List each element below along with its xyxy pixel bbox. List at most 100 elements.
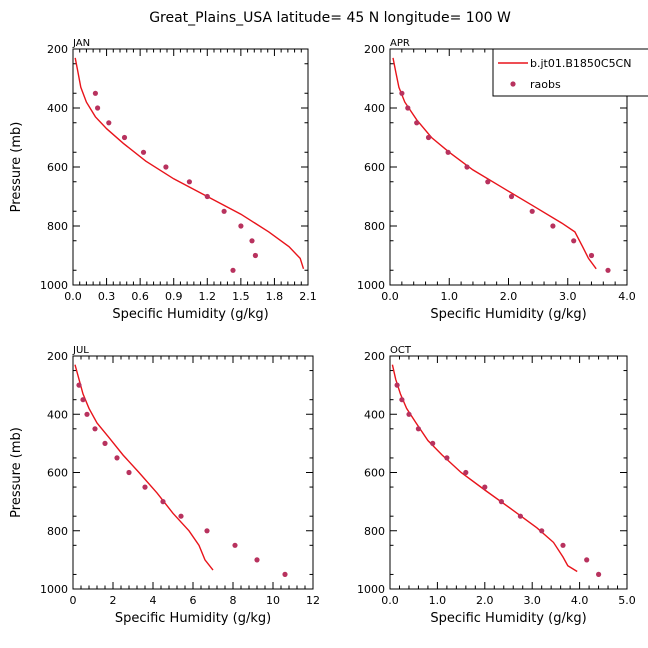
raobs-point [482, 484, 488, 490]
panel-jul: 0 2 4 6 8 10 12 200 400 600 800 1000 JUL Specific Hum… [9, 345, 320, 626]
raobs-point [399, 397, 405, 403]
raobs-point [560, 542, 566, 548]
raobs-point [529, 208, 535, 214]
y-tick-label: 800 [47, 220, 68, 233]
x-tick-label: 10 [266, 594, 280, 607]
raobs-point [571, 238, 577, 244]
raobs-point [178, 513, 184, 519]
y-tick-label: 1000 [357, 583, 385, 596]
raobs-point [254, 557, 260, 563]
x-tick-label: 1.8 [266, 290, 284, 303]
panel-jan: 0.0 0.3 0.6 0.9 1.2 1.5 1.8 2.1 200 400 600 800 1000… [9, 38, 317, 322]
raobs-point [140, 149, 147, 155]
raobs-point [584, 557, 590, 563]
raobs-point [95, 105, 101, 111]
raobs-point [160, 499, 166, 505]
raobs-point [282, 571, 288, 578]
x-tick-label: 12 [306, 594, 320, 607]
raobs-point [102, 440, 108, 446]
raobs-point [406, 411, 412, 417]
y-tick-label: 1000 [40, 583, 68, 596]
x-tick-label: 1.0 [441, 290, 459, 303]
legend-label-model: b.jt01.B1850C5CN [530, 57, 631, 70]
x-tick-label: 0.0 [381, 594, 399, 607]
panel-month-label: JUL [72, 345, 89, 356]
y-tick-label: 200 [364, 350, 385, 363]
y-tick-label: 400 [364, 408, 385, 421]
panel-month-label: APR [390, 38, 410, 49]
raobs-point [186, 179, 192, 185]
raobs-point [405, 105, 411, 111]
y-tick-label: 400 [47, 102, 68, 115]
raobs-point [106, 120, 112, 126]
x-tick-label: 6 [190, 594, 197, 607]
x-tick-label: 3.0 [523, 594, 541, 607]
x-tick-label: 0.6 [131, 290, 149, 303]
x-tick-label: 0.3 [98, 290, 116, 303]
x-axis-label: Specific Humidity (g/kg) [430, 307, 586, 322]
x-tick-label: 5.0 [618, 594, 636, 607]
y-tick-label: 400 [47, 408, 68, 421]
panel-month-label: JAN [72, 38, 90, 49]
x-tick-label: 2 [110, 594, 117, 607]
x-tick-label: 1.0 [429, 594, 447, 607]
x-tick-label: 1.5 [232, 290, 250, 303]
x-tick-label: 8 [230, 594, 237, 607]
raobs-point [399, 90, 405, 96]
raobs-point [539, 528, 545, 534]
plot-frame [72, 355, 314, 590]
model-profile-line [391, 364, 578, 573]
x-tick-label: 0 [70, 594, 77, 607]
raobs-point [126, 469, 132, 476]
x-axis-label: Specific Humidity (g/kg) [115, 611, 271, 626]
raobs-point [464, 164, 470, 170]
raobs-point [142, 484, 148, 490]
raobs-point [430, 440, 436, 446]
raobs-point [114, 455, 120, 461]
raobs-point [485, 179, 491, 185]
raobs-point [463, 469, 469, 476]
panels-group: 0.0 0.3 0.6 0.9 1.2 1.5 1.8 2.12004006008001000… [9, 38, 636, 626]
raobs-point [498, 499, 504, 505]
raobs-point [221, 208, 227, 214]
y-tick-label: 600 [364, 467, 385, 480]
y-axis-label: Pressure (mb) [9, 427, 24, 518]
x-tick-label: 4.0 [618, 290, 636, 303]
raobs-point [163, 164, 169, 170]
x-tick-label: 0.0 [64, 290, 82, 303]
y-tick-label: 600 [47, 161, 68, 174]
raobs-point [232, 542, 238, 548]
raobs-point [394, 382, 400, 388]
y-tick-label: 800 [364, 220, 385, 233]
legend-label-raobs: raobs [530, 78, 561, 91]
model-profile-line [74, 57, 305, 270]
raobs-point [605, 267, 611, 273]
raobs-point [80, 397, 86, 403]
raobs-point [249, 238, 255, 244]
y-tick-label: 600 [47, 467, 68, 480]
raobs-point [444, 455, 450, 461]
y-tick-label: 1000 [40, 279, 68, 292]
raobs-point [230, 267, 236, 273]
plot-frame [389, 355, 628, 590]
raobs-point [252, 252, 258, 259]
raobs-point [508, 193, 515, 200]
raobs-point [596, 571, 602, 578]
legend-point-swatch [510, 81, 516, 87]
y-tick-label: 200 [47, 43, 68, 56]
raobs-point [588, 252, 595, 259]
y-tick-label: 800 [364, 525, 385, 538]
raobs-point [92, 90, 98, 96]
x-tick-label: 4 [150, 594, 157, 607]
y-tick-label: 400 [364, 102, 385, 115]
y-tick-label: 200 [47, 350, 68, 363]
x-tick-label: 4.0 [571, 594, 589, 607]
figure-title: Great_Plains_USA latitude= 45 N longitud… [149, 10, 511, 26]
raobs-point [121, 134, 128, 141]
x-tick-label: 1.2 [199, 290, 217, 303]
panel-oct: 0.0 1.0 2.0 3.0 4.0 5.0 200 400 600 800 1000 OCT Spe… [357, 345, 636, 626]
panel-month-label: OCT [390, 345, 412, 356]
x-axis-label: Specific Humidity (g/kg) [430, 611, 586, 626]
raobs-point [238, 223, 244, 229]
x-tick-label: 2.1 [299, 290, 317, 303]
